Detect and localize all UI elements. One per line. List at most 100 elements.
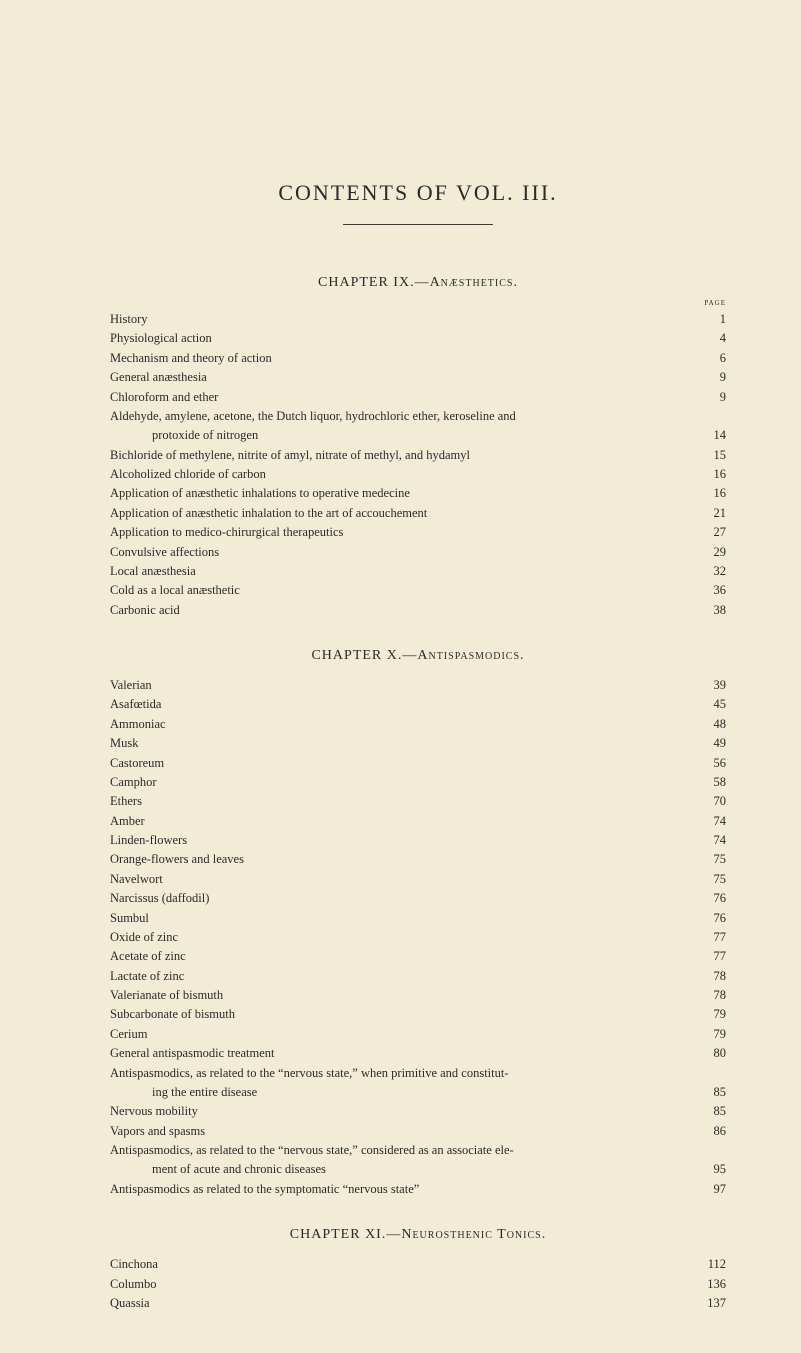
toc-entry-page: 80 — [700, 1044, 726, 1063]
toc-entry-page: 112 — [700, 1255, 726, 1274]
toc-entry-page: 78 — [700, 986, 726, 1005]
toc-entry: Carbonic acid38 — [110, 601, 726, 620]
toc-entry-label: Cold as a local anæsthetic — [110, 581, 240, 600]
toc-entry-page: 16 — [700, 465, 726, 484]
toc-entry-page: 45 — [700, 695, 726, 714]
toc-entry: Physiological action4 — [110, 329, 726, 348]
book-title: CONTENTS OF VOL. III. — [110, 180, 726, 206]
toc-entry-page: 86 — [700, 1122, 726, 1141]
toc-entry-page: 14 — [700, 426, 726, 445]
toc-entry: Ethers70 — [110, 792, 726, 811]
toc-entry-page: 136 — [700, 1275, 726, 1294]
toc-entry: Valerianate of bismuth 78 — [110, 986, 726, 1005]
toc-entry-page: 4 — [700, 329, 726, 348]
toc-entry: Valerian 39 — [110, 676, 726, 695]
toc-entry-label: Navelwort — [110, 870, 163, 889]
chapters-container: CHAPTER IX.—Anæsthetics. page History 1Phys… — [110, 275, 726, 1313]
toc-entry-label: History — [110, 310, 148, 329]
toc-entry-label: Valerianate of bismuth — [110, 986, 223, 1005]
toc-entry-page: 56 — [700, 754, 726, 773]
toc-entry-page: 58 — [700, 773, 726, 792]
toc-entry-label: Vapors and spasms — [110, 1122, 205, 1141]
title-rule — [343, 224, 493, 225]
toc-entry-page: 9 — [700, 368, 726, 387]
toc-entry-line1: Aldehyde, amylene, acetone, the Dutch li… — [110, 407, 726, 426]
toc-entry-page: 79 — [700, 1025, 726, 1044]
toc-entry-label: ing the entire disease — [152, 1083, 257, 1102]
toc-entry-page: 74 — [700, 812, 726, 831]
toc-entry-line1: Antispasmodics, as related to the “nervo… — [110, 1141, 726, 1160]
toc-entry: Convulsive affections 29 — [110, 543, 726, 562]
toc-entry-page: 77 — [700, 947, 726, 966]
toc-entry-label: Antispasmodics as related to the symptom… — [110, 1180, 419, 1199]
toc-entry: Columbo136 — [110, 1275, 726, 1294]
toc-entry-page: 97 — [700, 1180, 726, 1199]
toc-entry: Ammoniac48 — [110, 715, 726, 734]
toc-entry-label: Asafœtida — [110, 695, 161, 714]
toc-entry-page: 49 — [700, 734, 726, 753]
toc-entry-label: Castoreum — [110, 754, 164, 773]
toc-entry: Acetate of zinc77 — [110, 947, 726, 966]
toc-entry-page: 76 — [700, 909, 726, 928]
toc-entry-page: 77 — [700, 928, 726, 947]
toc-entry: Subcarbonate of bismuth 79 — [110, 1005, 726, 1024]
toc-entry-label: Cinchona — [110, 1255, 158, 1274]
toc-entry-page: 85 — [700, 1102, 726, 1121]
toc-entry-page: 29 — [700, 543, 726, 562]
toc-entry-page: 21 — [700, 504, 726, 523]
toc-entry: Bichloride of methylene, nitrite of amyl… — [110, 446, 726, 465]
toc-entry: Application of anæsthetic inhalation to … — [110, 504, 726, 523]
toc-entry-label: Subcarbonate of bismuth — [110, 1005, 235, 1024]
toc-entry: ing the entire disease 85 — [110, 1083, 726, 1102]
toc-entry: Cerium 79 — [110, 1025, 726, 1044]
toc-entry: Narcissus (daffodil)76 — [110, 889, 726, 908]
toc-entry-label: General anæsthesia — [110, 368, 207, 387]
toc-entry-label: Convulsive affections — [110, 543, 219, 562]
toc-entry-page: 75 — [700, 870, 726, 889]
toc-entry: Chloroform and ether 9 — [110, 388, 726, 407]
toc-entry-page: 36 — [700, 581, 726, 600]
toc-entry: History 1 — [110, 310, 726, 329]
toc-entry-label: Cerium — [110, 1025, 148, 1044]
toc-entry: protoxide of nitrogen14 — [110, 426, 726, 445]
toc-entry: Musk49 — [110, 734, 726, 753]
toc-entry: Application of anæsthetic inhalations to… — [110, 484, 726, 503]
toc-entry-page: 74 — [700, 831, 726, 850]
toc-entry-page: 48 — [700, 715, 726, 734]
toc-entry: Linden-flowers74 — [110, 831, 726, 850]
toc-entry-label: Valerian — [110, 676, 152, 695]
toc-entry: Orange-flowers and leaves75 — [110, 850, 726, 869]
toc-entry: Cold as a local anæsthetic 36 — [110, 581, 726, 600]
chapter-heading: CHAPTER IX.—Anæsthetics. — [110, 275, 726, 291]
toc-entry-page: 76 — [700, 889, 726, 908]
toc-entry-label: Mechanism and theory of action — [110, 349, 272, 368]
toc-entry-label: Application of anæsthetic inhalations to… — [110, 484, 410, 503]
toc-entry: Amber 74 — [110, 812, 726, 831]
toc-entry-page: 27 — [700, 523, 726, 542]
toc-entry: Sumbul 76 — [110, 909, 726, 928]
chapter-heading: CHAPTER XI.—Neurosthenic Tonics. — [110, 1227, 726, 1243]
toc-entry-page: 15 — [700, 446, 726, 465]
toc-entry-page: 78 — [700, 967, 726, 986]
toc-entry-page: 79 — [700, 1005, 726, 1024]
toc-entry-page: 70 — [700, 792, 726, 811]
toc-entry-page: 39 — [700, 676, 726, 695]
toc-entry-label: Orange-flowers and leaves — [110, 850, 244, 869]
toc-entry-page: 32 — [700, 562, 726, 581]
toc-entry: Local anæsthesia32 — [110, 562, 726, 581]
toc-entry-page: 1 — [700, 310, 726, 329]
toc-entry-label: ment of acute and chronic diseases — [152, 1160, 326, 1179]
toc-entry: Mechanism and theory of action6 — [110, 349, 726, 368]
toc-entry: Cinchona 112 — [110, 1255, 726, 1274]
toc-entry-label: Alcoholized chloride of carbon — [110, 465, 266, 484]
toc-entry-label: Quassia — [110, 1294, 150, 1313]
page-column-label: page — [110, 297, 726, 308]
toc-entry-label: Sumbul — [110, 909, 149, 928]
toc-entry: Nervous mobility85 — [110, 1102, 726, 1121]
toc-entry: Oxide of zinc77 — [110, 928, 726, 947]
toc-entry-label: Amber — [110, 812, 145, 831]
toc-entry-page: 85 — [700, 1083, 726, 1102]
toc-entry-page: 9 — [700, 388, 726, 407]
toc-entry-label: Chloroform and ether — [110, 388, 218, 407]
toc-entry: Castoreum 56 — [110, 754, 726, 773]
